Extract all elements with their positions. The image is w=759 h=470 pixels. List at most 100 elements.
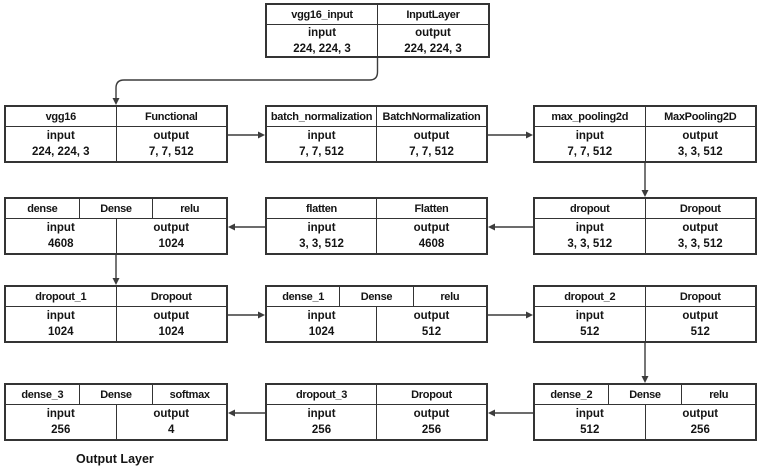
- layer-input-label: input: [307, 310, 336, 322]
- layer-output-shape: 512: [690, 326, 710, 338]
- layer-input: input 1024: [267, 307, 376, 341]
- layer-input: input 512: [535, 405, 645, 439]
- layer-output: output 3, 3, 512: [644, 127, 756, 161]
- layer-input-shape: 1024: [308, 326, 335, 338]
- layer-output-label: output: [682, 408, 719, 420]
- layer-name: dropout_1: [35, 290, 87, 303]
- layer-output-shape: 224, 224, 3: [404, 42, 462, 55]
- layer-output-shape: 512: [421, 326, 442, 338]
- arrowhead-dropout_2-dense_2: [641, 376, 649, 383]
- layer-io: input 512 output 256: [535, 405, 755, 439]
- layer-node-dense_2: dense_2 Dense relu input 512 output 256: [533, 383, 757, 441]
- layer-input-label: input: [46, 408, 75, 420]
- layer-class: InputLayer: [377, 5, 488, 24]
- layer-name: dropout_2: [564, 290, 616, 303]
- layer-output: output 512: [376, 307, 486, 341]
- layer-input-label: input: [575, 130, 604, 142]
- layer-input: input 256: [6, 405, 116, 439]
- layer-header: vgg16 Functional: [6, 107, 226, 127]
- layer-input: input 224, 224, 3: [6, 127, 116, 161]
- layer-output-shape: 7, 7, 512: [148, 146, 194, 158]
- layer-io: input 3, 3, 512 output 4608: [267, 219, 486, 253]
- layer-header: dense_3 Dense softmax: [6, 385, 226, 405]
- output-layer-label: Output Layer: [76, 452, 154, 466]
- layer-output: output 512: [644, 307, 756, 341]
- layer-header: dropout_3 Dropout: [267, 385, 486, 405]
- layer-class: Dense: [339, 287, 412, 306]
- layer-input-shape: 512: [580, 424, 600, 436]
- layer-input-label: input: [307, 130, 336, 142]
- layer-header: dropout_2 Dropout: [535, 287, 755, 307]
- layer-header: vgg16_input InputLayer: [267, 5, 488, 25]
- layer-output-label: output: [413, 130, 450, 142]
- layer-name: dense_3: [21, 388, 64, 401]
- layer-output-label: output: [153, 310, 190, 322]
- edge-vgg16_input-vgg16: [115, 58, 379, 100]
- layer-class: Dropout: [644, 287, 756, 306]
- arrowhead-dropout_1-dense_1: [258, 311, 265, 319]
- layer-node-max_pooling2d: max_pooling2d MaxPooling2D input 7, 7, 512 o…: [533, 105, 757, 163]
- layer-output-label: output: [153, 222, 190, 234]
- arrowhead-vgg16_input-vgg16: [112, 98, 120, 105]
- layer-output-label: output: [415, 26, 451, 39]
- arrowhead-max_pooling2d-dropout: [641, 190, 649, 197]
- layer-header: dense_1 Dense relu: [267, 287, 486, 307]
- arrowhead-dense_1-dropout_2: [526, 311, 533, 319]
- layer-io: input 3, 3, 512 output 3, 3, 512: [535, 219, 755, 253]
- layer-node-dense: dense Dense relu input 4608 output 1024: [4, 197, 228, 255]
- layer-output-label: output: [153, 408, 190, 420]
- layer-input-shape: 7, 7, 512: [567, 146, 613, 158]
- layer-output-label: output: [682, 130, 719, 142]
- layer-io: input 224, 224, 3 output 7, 7, 512: [6, 127, 226, 161]
- layer-input-label: input: [575, 310, 604, 322]
- layer-name: dropout_3: [295, 388, 348, 401]
- layer-header: dense Dense relu: [6, 199, 226, 219]
- layer-output-shape: 256: [690, 424, 710, 436]
- layer-header: batch_normalization BatchNormalization: [267, 107, 486, 127]
- layer-output-shape: 256: [421, 424, 442, 436]
- layer-node-dropout_1: dropout_1 Dropout input 1024 output 1024: [4, 285, 228, 343]
- layer-node-flatten: flatten Flatten input 3, 3, 512 output 4608: [265, 197, 488, 255]
- layer-io: input 4608 output 1024: [6, 219, 226, 253]
- layer-input: input 7, 7, 512: [267, 127, 376, 161]
- layer-output: output 1024: [115, 219, 227, 253]
- layer-name: batch_normalization: [270, 110, 373, 123]
- layer-name: flatten: [306, 202, 337, 215]
- layer-output-shape: 3, 3, 512: [677, 238, 723, 250]
- layer-output: output 3, 3, 512: [644, 219, 756, 253]
- layer-io: input 7, 7, 512 output 7, 7, 512: [267, 127, 486, 161]
- layer-output-shape: 1024: [158, 326, 185, 338]
- layer-input-label: input: [46, 222, 75, 234]
- layer-output: output 4: [115, 405, 227, 439]
- layer-input-label: input: [575, 408, 604, 420]
- layer-input: input 3, 3, 512: [267, 219, 376, 253]
- layer-node-dense_3: dense_3 Dense softmax input 256 output 4: [4, 383, 228, 441]
- layer-name: dropout: [570, 202, 610, 215]
- layer-activation: softmax: [152, 385, 226, 404]
- layer-input-shape: 256: [311, 424, 332, 436]
- layer-input-label: input: [307, 408, 336, 420]
- layer-input: input 7, 7, 512: [535, 127, 645, 161]
- layer-input-label: input: [46, 130, 75, 142]
- layer-output-shape: 1024: [158, 238, 185, 250]
- layer-input-shape: 4608: [47, 238, 74, 250]
- layer-output: output 224, 224, 3: [377, 25, 488, 56]
- layer-class: BatchNormalization: [376, 107, 486, 126]
- layer-output: output 256: [644, 405, 756, 439]
- layer-output-label: output: [413, 222, 450, 234]
- layer-class: Dropout: [115, 287, 227, 306]
- layer-input: input 1024: [6, 307, 116, 341]
- layer-input-label: input: [307, 26, 337, 39]
- layer-output-label: output: [413, 408, 450, 420]
- layer-io: input 256 output 4: [6, 405, 226, 439]
- layer-output-label: output: [153, 130, 190, 142]
- layer-input-label: input: [307, 222, 336, 234]
- layer-node-vgg16_input: vgg16_input InputLayer input 224, 224, 3 out…: [265, 3, 490, 58]
- layer-class: Dense: [78, 385, 153, 404]
- layer-io: input 512 output 512: [535, 307, 755, 341]
- arrowhead-dense_2-dropout_3: [488, 409, 495, 417]
- layer-header: flatten Flatten: [267, 199, 486, 219]
- layer-name: dense: [27, 202, 58, 215]
- arrowhead-dropout_3-dense_3: [228, 409, 235, 417]
- layer-io: input 224, 224, 3 output 224, 224, 3: [267, 25, 488, 56]
